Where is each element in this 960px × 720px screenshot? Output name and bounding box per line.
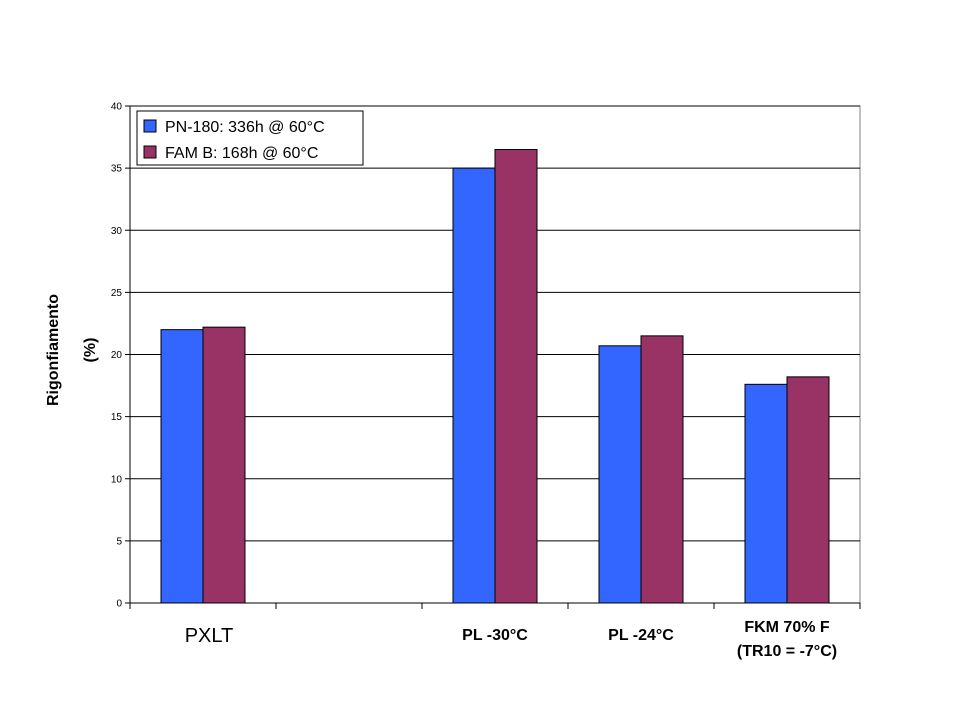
x-tick-label: PL -24°C xyxy=(608,627,674,644)
bar xyxy=(640,335,684,604)
y-tick-label: 20 xyxy=(111,350,123,361)
legend-box xyxy=(136,110,364,166)
x-tick-labels: PXLT PL -30°C PL -24°C FKM 70% F (TR10 = -7°… xyxy=(185,619,837,660)
y-tick-labels: 0 5 10 15 20 25 30 35 40 xyxy=(111,102,123,610)
y-axis-label-line: (%) xyxy=(82,338,99,363)
bar xyxy=(160,329,204,604)
y-tick-label: 30 xyxy=(111,226,123,237)
y-tick-label: 40 xyxy=(111,102,123,113)
bar xyxy=(598,345,642,604)
bar xyxy=(786,376,830,604)
y-tick-label: 5 xyxy=(116,536,122,547)
y-tick-label: 35 xyxy=(111,164,123,175)
x-tick-label: FKM 70% F (TR10 = -7°C) xyxy=(737,619,837,660)
y-tick-label: 25 xyxy=(111,288,123,299)
x-tick-label: PL -30°C xyxy=(462,627,528,644)
y-tick-label: 10 xyxy=(111,474,123,485)
y-tick-label: 0 xyxy=(116,599,122,610)
legend-label: FAM B: 168h @ 60°C xyxy=(165,145,318,162)
legend-swatch xyxy=(143,145,157,159)
legend-swatch xyxy=(143,119,157,133)
bar xyxy=(494,148,538,604)
bar xyxy=(452,167,496,604)
bars xyxy=(160,148,830,604)
y-axis-label: Rigonfiamento (%) xyxy=(45,294,99,406)
legend: PN-180: 336h @ 60°C FAM B: 168h @ 60°C xyxy=(136,110,364,166)
bar xyxy=(202,326,246,604)
legend-label: PN-180: 336h @ 60°C xyxy=(165,119,325,136)
x-tick-label: PXLT xyxy=(185,625,234,647)
y-tick-label: 15 xyxy=(111,412,123,423)
bar xyxy=(744,383,788,604)
axes xyxy=(125,105,861,609)
y-axis-label-line: Rigonfiamento xyxy=(45,294,62,406)
